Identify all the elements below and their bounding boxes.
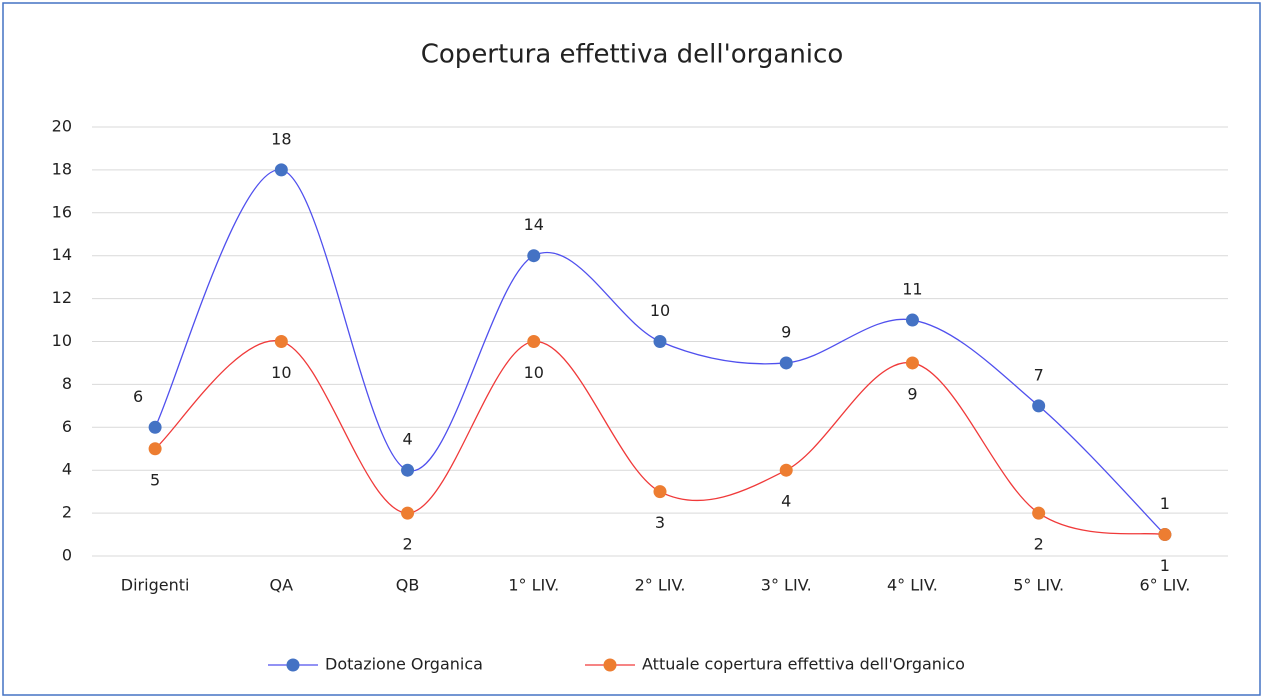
legend-marker xyxy=(603,658,617,672)
y-tick-label: 16 xyxy=(52,202,72,221)
marker xyxy=(148,442,162,456)
data-label: 10 xyxy=(524,363,544,382)
marker xyxy=(401,506,415,520)
data-label: 10 xyxy=(271,363,291,382)
data-label: 14 xyxy=(524,215,544,234)
x-tick-label: 4° LIV. xyxy=(887,576,938,595)
marker xyxy=(653,485,667,499)
y-tick-label: 20 xyxy=(52,117,72,136)
y-tick-label: 4 xyxy=(62,460,72,479)
x-tick-label: 2° LIV. xyxy=(635,576,686,595)
data-label: 18 xyxy=(271,129,291,148)
chart-title: Copertura effettiva dell'organico xyxy=(421,40,844,70)
y-tick-label: 10 xyxy=(52,331,72,350)
data-label: 4 xyxy=(402,430,412,449)
marker xyxy=(401,463,415,477)
marker xyxy=(527,335,541,348)
marker xyxy=(779,463,793,477)
marker xyxy=(905,356,919,370)
marker xyxy=(148,420,162,434)
data-label: 10 xyxy=(650,301,670,320)
marker xyxy=(1032,506,1046,520)
marker xyxy=(1032,399,1046,413)
data-label: 9 xyxy=(907,384,917,403)
marker xyxy=(905,313,919,327)
marker xyxy=(1158,528,1172,542)
y-tick-label: 18 xyxy=(52,159,72,178)
x-tick-label: 3° LIV. xyxy=(761,576,812,595)
x-tick-label: 1° LIV. xyxy=(508,576,559,595)
marker xyxy=(274,163,288,177)
data-label: 6 xyxy=(133,387,143,406)
y-tick-label: 0 xyxy=(62,546,72,565)
y-tick-label: 14 xyxy=(52,245,72,264)
y-tick-label: 8 xyxy=(62,374,72,393)
line xyxy=(154,340,1165,536)
y-tick-label: 2 xyxy=(62,503,72,522)
x-tick-label: 6° LIV. xyxy=(1139,576,1190,595)
x-tick-label: QB xyxy=(396,576,420,595)
y-tick-label: 12 xyxy=(52,288,72,307)
data-label: 1 xyxy=(1160,494,1170,513)
x-tick-label: 5° LIV. xyxy=(1013,576,1064,595)
data-label: 5 xyxy=(150,470,160,489)
legend-label: Attuale copertura effettiva dell'Organic… xyxy=(642,655,965,674)
marker xyxy=(653,335,667,348)
data-label: 2 xyxy=(402,535,412,554)
data-label: 11 xyxy=(902,280,922,299)
y-tick-label: 6 xyxy=(62,417,72,436)
marker xyxy=(274,335,288,348)
marker xyxy=(779,356,793,370)
data-label: 4 xyxy=(781,492,791,511)
data-label: 7 xyxy=(1034,365,1044,384)
data-label: 2 xyxy=(1034,535,1044,554)
x-tick-label: Dirigenti xyxy=(121,576,190,595)
x-tick-label: QA xyxy=(270,576,294,595)
line xyxy=(154,169,1166,536)
data-label: 9 xyxy=(781,322,791,341)
legend-marker xyxy=(286,658,300,672)
marker xyxy=(527,249,541,263)
data-label: 3 xyxy=(655,513,665,532)
data-label: 1 xyxy=(1160,556,1170,575)
legend-label: Dotazione Organica xyxy=(325,655,483,674)
